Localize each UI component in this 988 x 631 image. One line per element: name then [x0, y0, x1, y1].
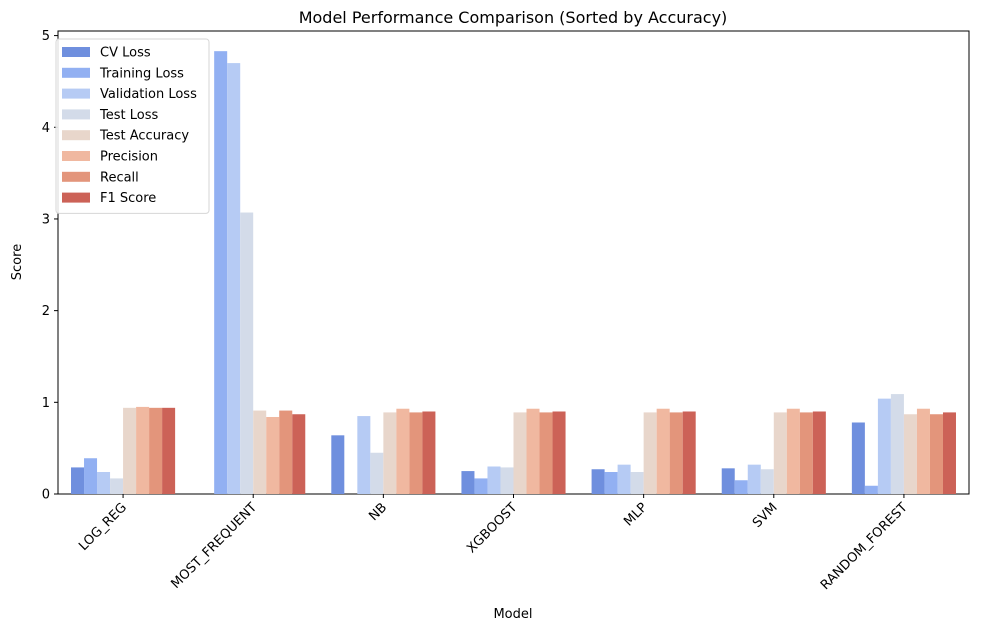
legend-label: Precision: [100, 150, 158, 165]
x-axis: LOG_REG MOST_FREQUENT NB XGBOOST MLP SVM RANDO…: [76, 494, 911, 593]
bar-recall-xgboost: [539, 412, 553, 494]
bar-recall-svm: [799, 412, 813, 494]
x-tick-label: NB: [366, 500, 390, 524]
bar-cv-loss-xgboost: [461, 471, 475, 494]
bar-test-accuracy-nb: [383, 412, 397, 494]
bar-training-loss-most-frequent: [214, 51, 228, 495]
bar-training-loss-svm: [734, 480, 748, 494]
bar-precision-xgboost: [526, 408, 540, 494]
bar-f1-score-xgboost: [552, 411, 566, 494]
bar-f1-score-svm: [812, 411, 826, 494]
y-axis-label: Score: [10, 244, 25, 280]
legend-swatch: [62, 88, 90, 99]
bar-validation-loss-nb: [357, 416, 371, 494]
bar-cv-loss-random-forest: [851, 422, 865, 494]
y-tick-label: 3: [42, 212, 50, 227]
bar-recall-random-forest: [929, 414, 943, 494]
legend-label: F1 Score: [100, 191, 156, 206]
y-tick-label: 1: [42, 396, 50, 411]
bar-test-loss-random-forest: [890, 394, 904, 494]
bar-precision-most-frequent: [266, 416, 280, 494]
bar-f1-score-log-reg: [162, 407, 176, 494]
bar-training-loss-xgboost: [474, 478, 488, 494]
bar-cv-loss-log-reg: [71, 467, 85, 494]
legend-label: Test Loss: [99, 108, 158, 123]
x-tick-label: MLP: [621, 500, 650, 529]
bar-test-accuracy-most-frequent: [253, 410, 267, 494]
bar-training-loss-random-forest: [864, 485, 878, 494]
bar-f1-score-mlp: [682, 411, 696, 494]
x-tick-label: LOG_REG: [76, 500, 130, 554]
y-tick-label: 0: [42, 488, 50, 503]
bar-recall-nb: [409, 412, 423, 494]
bar-test-loss-mlp: [630, 472, 644, 494]
bar-validation-loss-random-forest: [877, 398, 891, 494]
bar-precision-log-reg: [136, 406, 150, 494]
y-axis: 0 1 2 3 4 5: [42, 29, 58, 503]
legend-swatch: [62, 67, 90, 78]
legend-label: Validation Loss: [100, 87, 197, 102]
legend-label: Recall: [100, 170, 139, 185]
bar-test-loss-xgboost: [500, 467, 514, 494]
legend-swatch: [62, 109, 90, 120]
bar-test-accuracy-svm: [773, 412, 787, 494]
bar-test-accuracy-random-forest: [903, 414, 917, 494]
legend-box: [55, 38, 210, 214]
legend-swatch: [62, 151, 90, 161]
y-tick-label: 5: [42, 29, 50, 44]
legend-label: Test Accuracy: [99, 129, 189, 144]
bar-test-accuracy-xgboost: [513, 412, 527, 494]
bar-test-accuracy-mlp: [643, 412, 657, 494]
y-tick-label: 2: [42, 304, 50, 319]
bar-precision-nb: [396, 408, 410, 494]
legend-label: CV Loss: [100, 46, 151, 61]
bar-test-loss-svm: [760, 469, 774, 494]
bar-f1-score-random-forest: [942, 412, 956, 494]
x-tick-label: SVM: [750, 500, 781, 531]
bar-f1-score-most-frequent: [292, 414, 306, 494]
bar-recall-log-reg: [149, 407, 163, 494]
legend-label: Training Loss: [99, 66, 184, 81]
bar-validation-loss-log-reg: [97, 472, 111, 494]
bar-precision-mlp: [656, 408, 670, 494]
y-tick-label: 4: [42, 121, 50, 136]
bar-validation-loss-svm: [747, 464, 761, 494]
legend-swatch: [62, 171, 90, 182]
bar-validation-loss-xgboost: [487, 466, 501, 494]
legend: CV Loss Training Loss Validation Loss Test …: [55, 38, 210, 214]
bar-f1-score-nb: [422, 411, 436, 494]
bar-training-loss-log-reg: [84, 458, 98, 494]
bars-group: [71, 51, 956, 495]
chart-title: Model Performance Comparison (Sorted by …: [299, 8, 728, 27]
x-tick-label: RANDOM_FOREST: [818, 500, 911, 593]
bar-training-loss-mlp: [604, 472, 618, 494]
bar-test-accuracy-log-reg: [123, 407, 137, 494]
x-tick-label: MOST_FREQUENT: [168, 500, 260, 592]
bar-cv-loss-nb: [331, 435, 345, 494]
bar-validation-loss-mlp: [617, 464, 631, 494]
legend-swatch: [62, 130, 90, 141]
bar-precision-svm: [786, 408, 800, 494]
bar-validation-loss-most-frequent: [227, 63, 241, 495]
legend-swatch: [62, 47, 90, 57]
bar-test-loss-nb: [370, 452, 384, 494]
bar-test-loss-log-reg: [110, 478, 124, 494]
bar-cv-loss-mlp: [591, 469, 605, 494]
bar-test-loss-most-frequent: [240, 212, 254, 494]
bar-precision-random-forest: [916, 408, 930, 494]
bar-cv-loss-svm: [721, 468, 735, 494]
legend-swatch: [62, 192, 90, 203]
bar-recall-mlp: [669, 412, 683, 494]
bar-recall-most-frequent: [279, 410, 293, 494]
x-tick-label: XGBOOST: [464, 500, 520, 556]
x-axis-label: Model: [493, 607, 532, 622]
